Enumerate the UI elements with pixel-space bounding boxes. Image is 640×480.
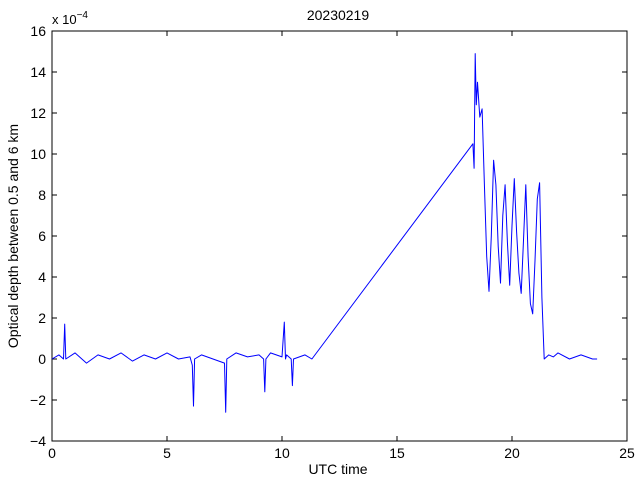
y-axis-label: Optical depth between 0.5 and 6 km (5, 124, 21, 348)
y-tick-label: 10 (30, 146, 46, 162)
series-line-1 (51, 53, 598, 413)
y-tick-label: −4 (30, 433, 46, 449)
y-tick-label: 12 (30, 105, 46, 121)
x-tick-label: 5 (163, 445, 171, 461)
chart-title: 20230219 (307, 7, 370, 23)
data-series (51, 53, 598, 413)
x-tick-label: 20 (504, 445, 520, 461)
y-tick-label: 0 (38, 351, 46, 367)
x-tick-label: 15 (389, 445, 405, 461)
y-tick-label: 4 (38, 269, 46, 285)
y-tick-label: 6 (38, 228, 46, 244)
y-exponent-base: x 10 (52, 12, 77, 27)
y-exponent-power: −4 (77, 10, 89, 21)
y-tick-label: 14 (30, 64, 46, 80)
axis-ticks: 0 5 10 15 20 25 −4 −2 0 2 4 6 8 10 12 14 16 (30, 23, 635, 461)
x-tick-label: 25 (619, 445, 635, 461)
x-tick-label: 10 (274, 445, 290, 461)
y-tick-label: −2 (30, 392, 46, 408)
y-tick-label: 2 (38, 310, 46, 326)
x-tick-label: 0 (48, 445, 56, 461)
y-exponent-label: x 10−4 (52, 10, 88, 27)
y-tick-label: 16 (30, 23, 46, 39)
y-tick-label: 8 (38, 187, 46, 203)
x-axis-label: UTC time (308, 461, 367, 477)
